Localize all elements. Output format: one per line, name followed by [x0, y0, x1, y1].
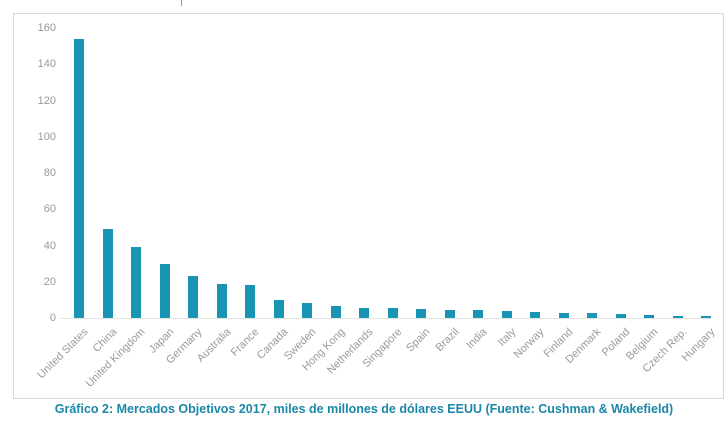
chart-bar-hungary: [701, 316, 711, 318]
chart-bar-hong-kong: [330, 306, 341, 318]
chart-bar-finland: [558, 312, 569, 318]
y-axis-tick-label: 0: [49, 312, 56, 324]
chart-bar-australia: [216, 284, 227, 318]
cursor-artifact: [181, 0, 182, 6]
chart-caption: Gráfico 2: Mercados Objetivos 2017, mile…: [54, 402, 674, 416]
y-axis-tick-label: 20: [43, 275, 56, 288]
chart-bar-india: [473, 309, 483, 318]
chart-bar-brazil: [444, 309, 455, 318]
chart-bar-united-states: [74, 38, 84, 318]
chart-bar-spain: [416, 308, 426, 318]
chart-bar-germany: [188, 276, 198, 318]
chart-bar-poland: [615, 314, 626, 318]
chart-bar-france: [245, 285, 255, 318]
y-axis-tick-label: 60: [43, 203, 56, 216]
chart-bar-china: [102, 229, 113, 318]
y-axis-tick-label: 120: [37, 94, 56, 107]
chart-bar-italy: [501, 310, 512, 318]
chart-bar-norway: [530, 311, 540, 318]
chart-bar-belgium: [644, 315, 654, 318]
chart-bar-singapore: [387, 308, 398, 318]
chart-bar-sweden: [302, 302, 312, 318]
chart-bar-denmark: [587, 313, 597, 318]
y-axis-tick-label: 40: [43, 239, 56, 252]
chart-bar-japan: [159, 263, 170, 318]
y-axis-tick-label: 140: [37, 58, 56, 71]
y-axis-tick-label: 160: [37, 22, 56, 34]
chart-bar-czech-rep-: [672, 316, 683, 318]
chart-bar-united-kingdom: [131, 247, 141, 318]
bar-chart-frame: 0 20 40 60 80 100 120 140 160 United States China…: [13, 13, 724, 399]
chart-bar-canada: [273, 299, 284, 318]
chart-bar-netherlands: [359, 308, 369, 318]
y-axis-tick-label: 100: [37, 130, 56, 143]
x-axis-line: [61, 318, 711, 319]
y-axis-tick-label: 80: [43, 167, 56, 179]
